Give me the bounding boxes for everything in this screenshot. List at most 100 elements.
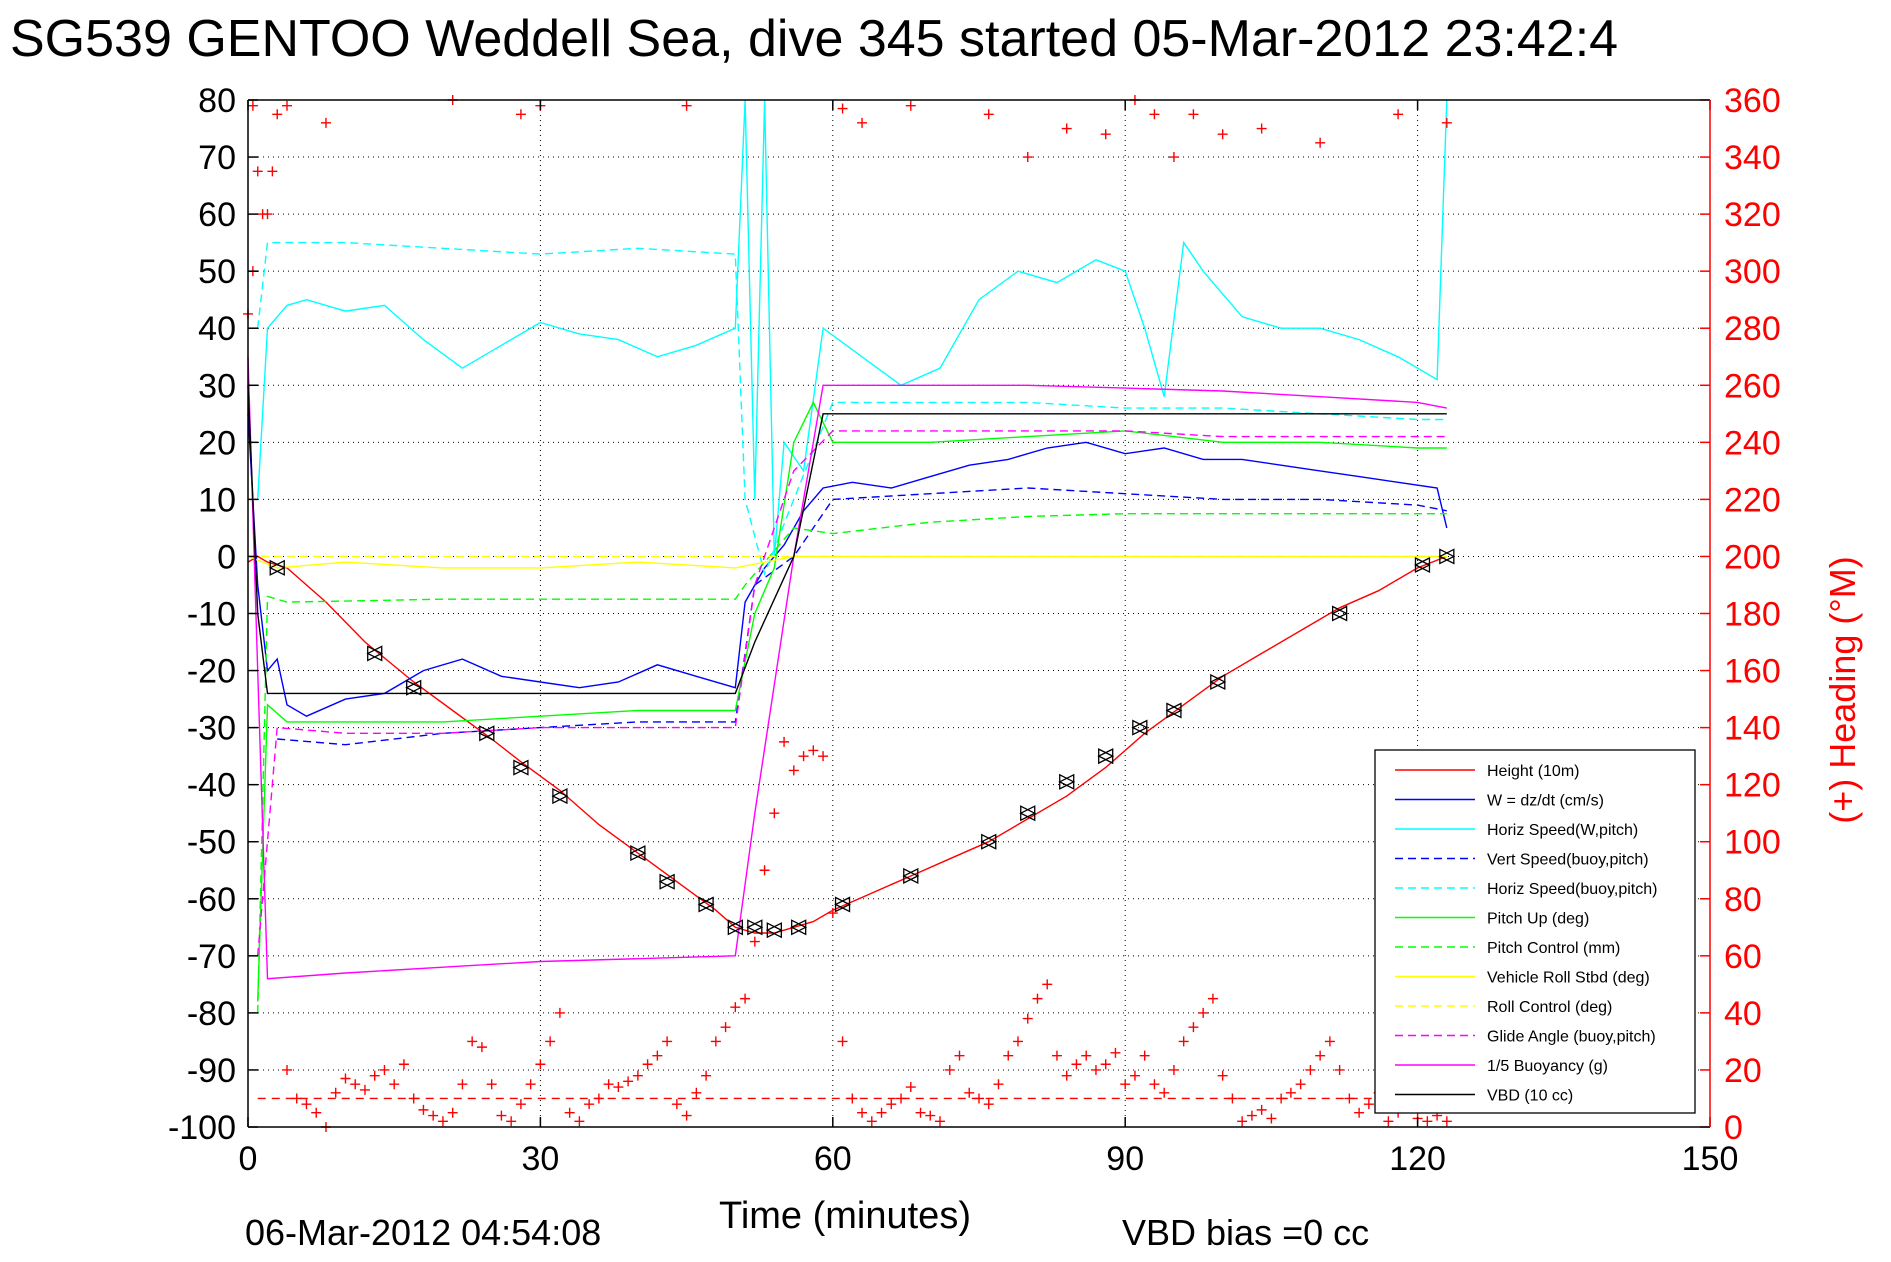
heading-point (1393, 109, 1404, 120)
heading-point (1383, 1116, 1394, 1127)
legend-entry: 1/5 Buoyancy (g) (1487, 1058, 1608, 1075)
heading-point (915, 1107, 926, 1118)
legend-entry: Roll Control (deg) (1487, 999, 1612, 1016)
height-marker-reverse (658, 873, 675, 890)
heading-point (779, 736, 790, 747)
heading-point (447, 1107, 458, 1118)
heading-point (1217, 129, 1228, 140)
series-line-6 (257, 400, 1447, 1002)
heading-point (1441, 1116, 1452, 1127)
y-tick-label: -90 (187, 1052, 236, 1090)
height-marker-reverse (765, 922, 782, 939)
heading-point (1363, 1099, 1374, 1110)
series-line-7 (257, 513, 1447, 1013)
heading-point (506, 1116, 517, 1127)
legend-box (1374, 749, 1696, 1114)
heading-point (837, 1036, 848, 1047)
heading-point (1100, 1059, 1111, 1070)
heading-point (983, 109, 994, 120)
height-marker-reverse (726, 919, 743, 936)
heading-point (1120, 1079, 1131, 1090)
y2-tick-label: 60 (1724, 938, 1762, 976)
heading-point (1256, 1104, 1267, 1115)
height-marker-reverse (1097, 748, 1114, 765)
heading-point (935, 1116, 946, 1127)
y-tick-label: -60 (187, 881, 236, 919)
heading-point (1129, 1070, 1140, 1081)
heading-point (1441, 117, 1452, 128)
height-marker-reverse (551, 788, 568, 805)
heading-point (896, 1093, 907, 1104)
legend-entry: Vehicle Roll Stbd (deg) (1487, 970, 1650, 987)
heading-point (1334, 1064, 1345, 1075)
heading-point (681, 100, 692, 111)
heading-point (1061, 123, 1072, 134)
heading-point (564, 1107, 575, 1118)
heading-point (740, 993, 751, 1004)
legend-entry: VBD (10 cc) (1487, 1088, 1573, 1105)
heading-point (1149, 109, 1160, 120)
y2-tick-label: 320 (1724, 196, 1781, 234)
height-marker-reverse (1058, 773, 1075, 790)
heading-point (1324, 1036, 1335, 1047)
heading-point (818, 751, 829, 762)
heading-point (983, 1099, 994, 1110)
heading-point (408, 1093, 419, 1104)
heading-point (486, 1079, 497, 1090)
y-tick-label: 60 (198, 196, 236, 234)
heading-point (857, 117, 868, 128)
heading-point (866, 1116, 877, 1127)
heading-point (603, 1079, 614, 1090)
heading-point (291, 1093, 302, 1104)
heading-point (1051, 1050, 1062, 1061)
legend-entry: W = dz/dt (cm/s) (1487, 793, 1604, 810)
y-tick-label: -80 (187, 995, 236, 1033)
heading-point (428, 1110, 439, 1121)
heading-point (691, 1087, 702, 1098)
series-line-10 (257, 430, 1447, 956)
height-marker-reverse (268, 559, 285, 576)
y2-tick-label: 240 (1724, 424, 1781, 462)
heading-point (847, 1093, 858, 1104)
series-line-11 (247, 356, 1447, 980)
legend-entry: Horiz Speed(W,pitch) (1487, 822, 1638, 839)
heading-point (1207, 993, 1218, 1004)
heading-point (340, 1073, 351, 1084)
heading-point (515, 1099, 526, 1110)
height-marker-reverse (746, 919, 763, 936)
heading-point (1344, 1093, 1355, 1104)
marker-layer (268, 548, 1456, 939)
heading-point (281, 1064, 292, 1075)
heading-point (681, 1110, 692, 1121)
heading-point (769, 808, 780, 819)
x-axis-label: Time (minutes) (719, 1195, 971, 1237)
heading-point (1198, 1007, 1209, 1018)
heading-point (1217, 1070, 1228, 1081)
heading-point (993, 1079, 1004, 1090)
legend: Height (10m) W = dz/dt (cm/s) Horiz Speed(… (1374, 749, 1696, 1114)
heading-point (905, 100, 916, 111)
legend-entry: Pitch Up (deg) (1487, 911, 1589, 928)
heading-point (1159, 1087, 1170, 1098)
height-marker-reverse (902, 867, 919, 885)
heading-point (1100, 129, 1111, 140)
heading-point (476, 1042, 487, 1053)
heading-point (925, 1110, 936, 1121)
y-tick-label: 80 (198, 82, 236, 120)
heading-point (252, 166, 263, 177)
height-marker-reverse (629, 845, 646, 862)
heading-point (827, 908, 838, 919)
y2-tick-label: 80 (1724, 881, 1762, 919)
y2-tick-label: 360 (1724, 82, 1781, 120)
heading-point (837, 103, 848, 114)
heading-point (1422, 1116, 1433, 1127)
heading-point (1305, 1064, 1316, 1075)
heading-point (1003, 1050, 1014, 1061)
y-tick-label: 40 (198, 310, 236, 348)
heading-point (1168, 152, 1179, 163)
heading-point (320, 117, 331, 128)
heading-point (389, 1079, 400, 1090)
y-tick-label: -100 (168, 1109, 236, 1147)
height-marker-reverse (1414, 556, 1431, 574)
y-tick-label: 70 (198, 139, 236, 177)
